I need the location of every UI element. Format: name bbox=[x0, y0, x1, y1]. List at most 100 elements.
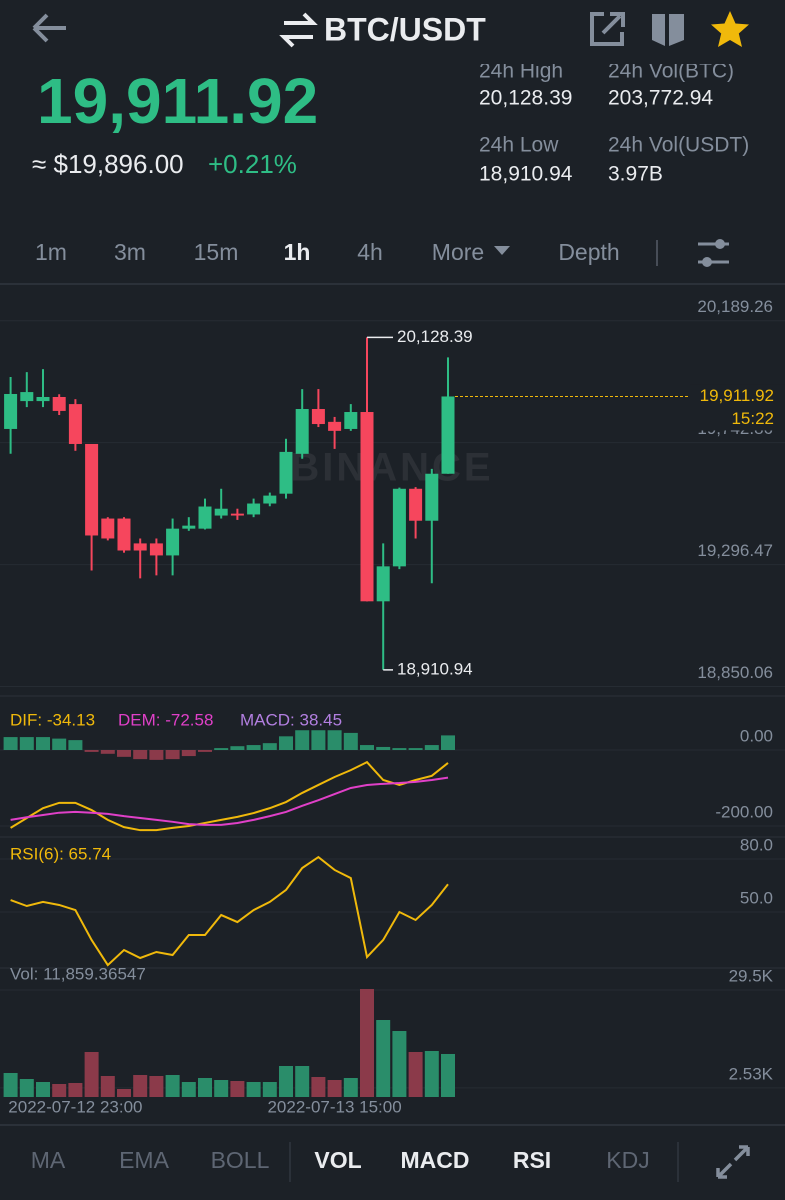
macd-bar bbox=[117, 750, 131, 757]
stat-value: 203,772.94 bbox=[608, 87, 713, 110]
indicator-tab[interactable]: VOL bbox=[314, 1147, 361, 1173]
volume-bar bbox=[36, 1081, 50, 1097]
high-label: 20,128.39 bbox=[397, 327, 473, 346]
candle-body bbox=[230, 513, 244, 516]
low-label: 18,910.94 bbox=[397, 659, 473, 678]
candle-body bbox=[85, 443, 99, 536]
macd-bar bbox=[3, 737, 18, 751]
stat-label: 24h Low bbox=[479, 134, 559, 157]
volume-bar bbox=[441, 1053, 455, 1097]
back-button[interactable] bbox=[32, 13, 66, 43]
macd-bar bbox=[392, 748, 407, 751]
macd-bar bbox=[165, 750, 180, 760]
pair-title[interactable]: BTC/USDT bbox=[324, 11, 486, 47]
macd-bar bbox=[327, 730, 342, 751]
candle-body bbox=[247, 503, 261, 515]
fullscreen-button[interactable] bbox=[716, 1145, 750, 1179]
volume-bar bbox=[279, 1065, 293, 1097]
macd-bar bbox=[181, 750, 196, 757]
candle-body bbox=[328, 421, 342, 431]
volume-title: Vol: 11,859.36547 bbox=[10, 964, 146, 983]
indicator-tab[interactable]: MA bbox=[31, 1147, 66, 1173]
indicator-tab[interactable]: RSI bbox=[513, 1147, 551, 1173]
macd-bar bbox=[279, 736, 293, 751]
interval-tab[interactable]: More bbox=[432, 239, 484, 265]
candle-body bbox=[360, 412, 374, 602]
volume-bar bbox=[246, 1081, 261, 1097]
stats: 24h High 20,128.39 24h Vol(BTC) 203,772.94 2… bbox=[479, 60, 749, 186]
candle-body bbox=[198, 506, 212, 529]
interval-tab[interactable]: Depth bbox=[558, 239, 619, 265]
indicator-tab[interactable]: EMA bbox=[119, 1147, 170, 1173]
macd-bar bbox=[262, 743, 277, 751]
y-tick-label: 2.53K bbox=[729, 1064, 774, 1083]
candle-body bbox=[295, 409, 309, 454]
favorite-star[interactable] bbox=[711, 11, 749, 47]
macd-line bbox=[10, 776, 449, 826]
countdown: 15:22 bbox=[731, 409, 774, 428]
volume-bar bbox=[230, 1081, 245, 1097]
macd-bar bbox=[84, 750, 99, 752]
book-icon[interactable] bbox=[652, 14, 684, 46]
interval-tab[interactable]: 3m bbox=[114, 239, 146, 265]
volume-bar bbox=[214, 1080, 229, 1097]
stat-label: 24h Vol(USDT) bbox=[608, 134, 749, 157]
volume-bar bbox=[181, 1081, 196, 1097]
macd-bar bbox=[52, 738, 67, 751]
price-change: +0.21% bbox=[208, 149, 297, 179]
macd-bar bbox=[424, 745, 439, 751]
candle-body bbox=[117, 518, 131, 551]
stat-label: 24h High bbox=[479, 60, 563, 83]
indicator-tab[interactable]: MACD bbox=[401, 1147, 470, 1173]
candle-body bbox=[311, 409, 325, 425]
volume-bar bbox=[100, 1075, 115, 1097]
candle-body bbox=[166, 528, 180, 556]
candle-body bbox=[344, 412, 358, 429]
macd-bar bbox=[214, 748, 229, 751]
indicator-tab[interactable]: KDJ bbox=[606, 1147, 649, 1173]
macd-bar bbox=[68, 740, 83, 751]
y-tick-label: 29.5K bbox=[729, 966, 774, 985]
candle-body bbox=[20, 392, 34, 402]
y-tick-label: 18,850.06 bbox=[697, 663, 773, 682]
y-tick-label: 20,189.26 bbox=[697, 297, 773, 316]
candle-body bbox=[409, 488, 423, 521]
swap-icon[interactable] bbox=[279, 12, 318, 48]
volume-bar bbox=[198, 1078, 212, 1097]
share-arrow bbox=[601, 12, 625, 35]
macd-bar bbox=[360, 745, 374, 751]
candle-body bbox=[133, 543, 147, 551]
indicator-tab[interactable]: BOLL bbox=[211, 1147, 270, 1173]
volume-bar bbox=[117, 1088, 131, 1097]
interval-tab[interactable]: 1h bbox=[284, 239, 311, 265]
chart-settings[interactable] bbox=[698, 239, 729, 267]
candle-body bbox=[279, 451, 293, 494]
x-tick-label: 2022-07-12 23:00 bbox=[8, 1097, 142, 1116]
volume-bar bbox=[52, 1084, 67, 1097]
header: BTC/USDT bbox=[0, 0, 785, 64]
interval-tab[interactable]: 1m bbox=[35, 239, 67, 265]
y-tick-label: 0.00 bbox=[740, 726, 773, 745]
macd-bar bbox=[36, 737, 50, 751]
stat-value: 20,128.39 bbox=[479, 87, 572, 110]
share-button[interactable] bbox=[590, 12, 625, 46]
interval-tab[interactable]: 15m bbox=[194, 239, 239, 265]
ticker: 19,911.92 ≈ $19,896.00 +0.21% bbox=[32, 65, 318, 179]
x-tick-label: 2022-07-13 15:00 bbox=[267, 1097, 401, 1116]
volume-bar bbox=[262, 1081, 277, 1097]
interval-tab[interactable]: 4h bbox=[357, 239, 383, 265]
volume-bar bbox=[327, 1080, 342, 1097]
watermark: BINANCE bbox=[290, 446, 493, 490]
interval-tabs: 1m 3m 15m 1h 4h More Depth bbox=[35, 239, 729, 267]
macd-bar bbox=[246, 745, 261, 751]
macd-bar bbox=[311, 730, 326, 751]
volume-bar bbox=[3, 1072, 18, 1097]
macd-line bbox=[10, 760, 449, 832]
volume-bar bbox=[19, 1078, 34, 1097]
macd-bar bbox=[408, 748, 423, 751]
macd-bar bbox=[133, 750, 148, 760]
macd-bar bbox=[441, 735, 455, 751]
legend-label: DEM: -72.58 bbox=[118, 710, 213, 729]
